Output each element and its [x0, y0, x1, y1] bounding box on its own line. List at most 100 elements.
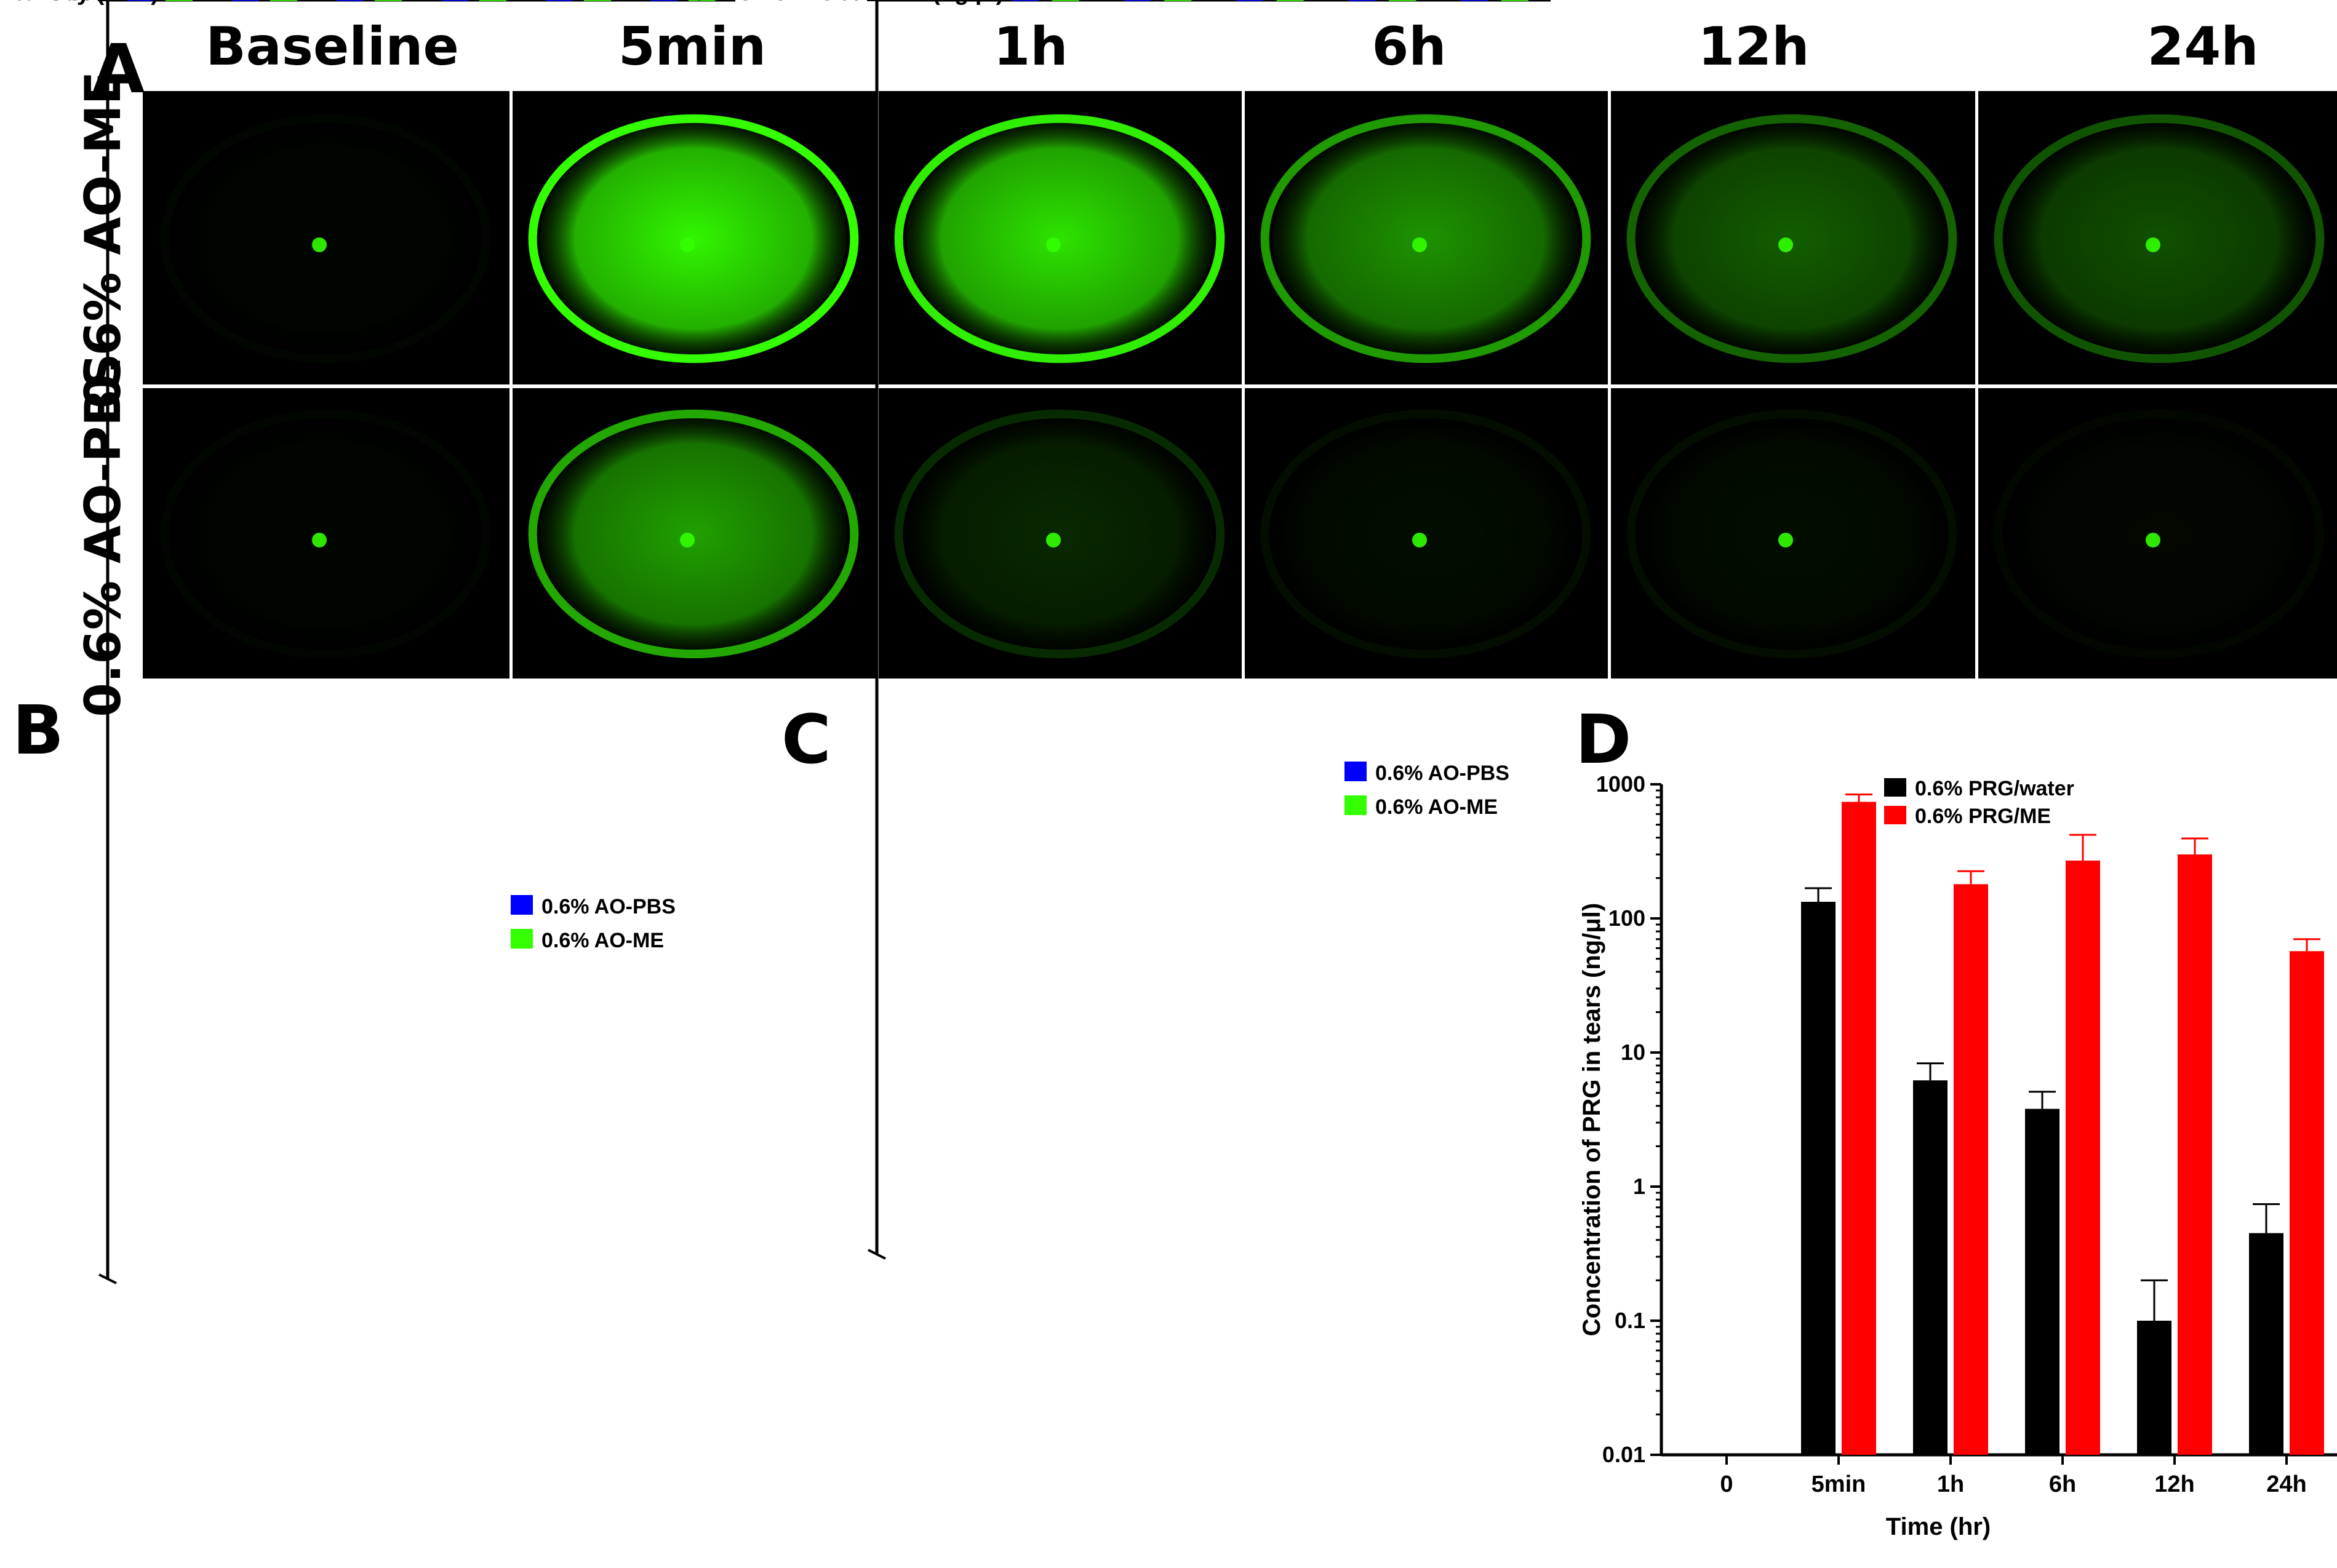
legend-swatch: [1884, 778, 1906, 797]
y-tick-label: 15: [70, 0, 93, 5]
y-tick-label: 160: [827, 0, 862, 5]
panel-c: C 0123408012016020024028005min1h6h12h24T…: [609, 0, 1551, 1260]
eye-rim: [1626, 114, 1957, 364]
legend-swatch: [511, 895, 533, 915]
eye-rim: [528, 409, 859, 659]
eye-fluorescence: [1272, 416, 1580, 651]
x-tick-label: 1h: [1145, 0, 1170, 5]
row-headers: 0.6% AO-ME0.6% AO-PBS: [74, 71, 132, 717]
y-tick-label: 10: [70, 0, 93, 5]
y-tick-label: 0: [850, 0, 862, 5]
column-header: Baseline: [206, 16, 459, 78]
panel-b: B 0.00.30.60.9510152025303540455055 0 5min…: [0, 0, 735, 1284]
eye-rim: [894, 114, 1225, 364]
panel-b-letter: B: [12, 691, 64, 770]
eye-fluorescence: [1272, 121, 1580, 356]
y-tick-label: 240: [827, 0, 862, 5]
image-grid: [143, 91, 2337, 679]
column-header: 24h: [2147, 16, 2259, 78]
x-axis-label: Time: [394, 0, 449, 6]
eye-rim: [1260, 114, 1591, 364]
eye-spot: [1778, 533, 1793, 547]
eye-spot: [680, 533, 695, 547]
bar: [1801, 902, 1836, 1455]
y-tick-label: 20: [70, 0, 93, 5]
y-tick-label: 55: [70, 0, 93, 5]
x-tick-label: 0: [1720, 1471, 1733, 1497]
eye-fluorescence: [540, 121, 847, 356]
y-tick-label: 0.1: [1615, 1308, 1645, 1333]
panel-a-letter: A: [92, 30, 145, 108]
legend-label: 0.6% AO-ME: [1375, 795, 1498, 819]
bar: [2178, 854, 2212, 1455]
column-header: 12h: [1698, 16, 1810, 78]
bar: [1954, 884, 1988, 1455]
column-header: 6h: [1372, 16, 1446, 78]
x-tick-label: 5min: [1020, 0, 1071, 5]
legend-label: 0.6% PRG/ME: [1915, 805, 2051, 828]
y-tick-label: 3: [850, 0, 862, 5]
y-axis-label: Concentration of PRG in tears (ng/μl): [1578, 903, 1605, 1337]
eye-rim: [894, 409, 1225, 659]
x-axis-label: Time (hr): [1886, 1513, 1991, 1540]
eye-spot: [2146, 533, 2160, 547]
eye-spot: [1412, 533, 1427, 547]
eye-spot: [312, 533, 327, 547]
bar: [2066, 860, 2100, 1455]
chart-b: 0.00.30.60.9510152025303540455055 0 5min 1h…: [0, 0, 735, 1284]
legend-swatch: [1884, 806, 1906, 824]
bar: [1842, 802, 1876, 1455]
y-tick-label: 40: [70, 0, 93, 5]
column-header: 1h: [993, 16, 1068, 78]
chart-d: 0.01 0.1 1 10 100 1000 0 5min 1h 6h 12h 24h Time (hr…: [1578, 771, 2337, 1540]
x-tick-label: 5min: [1812, 1471, 1866, 1497]
panel-c-letter: C: [781, 700, 831, 779]
x-tick-label: 0: [154, 0, 166, 5]
y-tick-label: 0.3: [64, 0, 93, 5]
legend-swatch: [1344, 762, 1367, 781]
y-tick-label: 50: [70, 0, 93, 5]
eye-fluorescence: [906, 416, 1213, 651]
chart-c: 0123408012016020024028005min1h6h12h24Tim…: [609, 0, 1551, 1260]
bar: [2025, 1108, 2059, 1455]
y-tick-label: 1000: [1596, 771, 1645, 797]
y-tick-label: 120: [827, 0, 862, 5]
eye-fluorescence: [540, 416, 847, 651]
eye-spot: [680, 237, 695, 252]
eye-fluorescence: [2005, 121, 2313, 356]
bar: [2249, 1233, 2283, 1455]
x-tick-label: 6h: [1257, 0, 1283, 5]
eye-spot: [1046, 237, 1061, 252]
x-tick-label: 6h: [2049, 1471, 2076, 1497]
panel-d: D 0.01 0.1 1 10 100 1000 0 5min 1h 6h 12h 24h Time (…: [1575, 700, 2337, 1540]
y-tick-label: 80: [839, 0, 862, 5]
row-header: 0.6% AO-ME: [74, 71, 132, 409]
y-tick-label: 280: [827, 0, 862, 5]
y-tick-label: 10: [1621, 1040, 1645, 1065]
eye-spot: [1046, 533, 1061, 547]
y-tick-label: 30: [70, 0, 93, 5]
eye-fluorescence: [1638, 416, 1946, 651]
x-tick-label: 1h: [356, 0, 382, 5]
x-tick-label: 12h: [2154, 1471, 2194, 1497]
eye-spot: [1412, 237, 1427, 252]
x-tick-label: 12h: [1363, 0, 1401, 5]
eye-rim: [1626, 409, 1957, 659]
row-header: 0.6% AO-PBS: [74, 353, 132, 717]
y-tick-label: 1: [850, 0, 862, 5]
eye-rim: [1994, 114, 2325, 364]
bar: [2290, 951, 2324, 1455]
panel-a: A Baseline 5min 1h 6h 12h 24h 0.6% AO-ME0.6% …: [74, 16, 2337, 717]
x-tick-label: 0: [927, 0, 939, 5]
y-tick-label: 0.0: [64, 0, 93, 5]
x-tick-label: 6h: [461, 0, 487, 5]
eye-rim: [528, 114, 859, 364]
legend-label: 0.6% AO-PBS: [541, 895, 676, 918]
y-axis-label: Concentration of AO in tears (ng/μl): [609, 0, 1004, 6]
legend-label: 0.6% AO-ME: [541, 929, 664, 952]
legend-label: 0.6% AO-PBS: [1375, 762, 1509, 785]
bar: [1913, 1080, 1948, 1455]
y-tick-label: 1: [1633, 1174, 1645, 1199]
y-tick-label: 100: [1608, 905, 1645, 931]
